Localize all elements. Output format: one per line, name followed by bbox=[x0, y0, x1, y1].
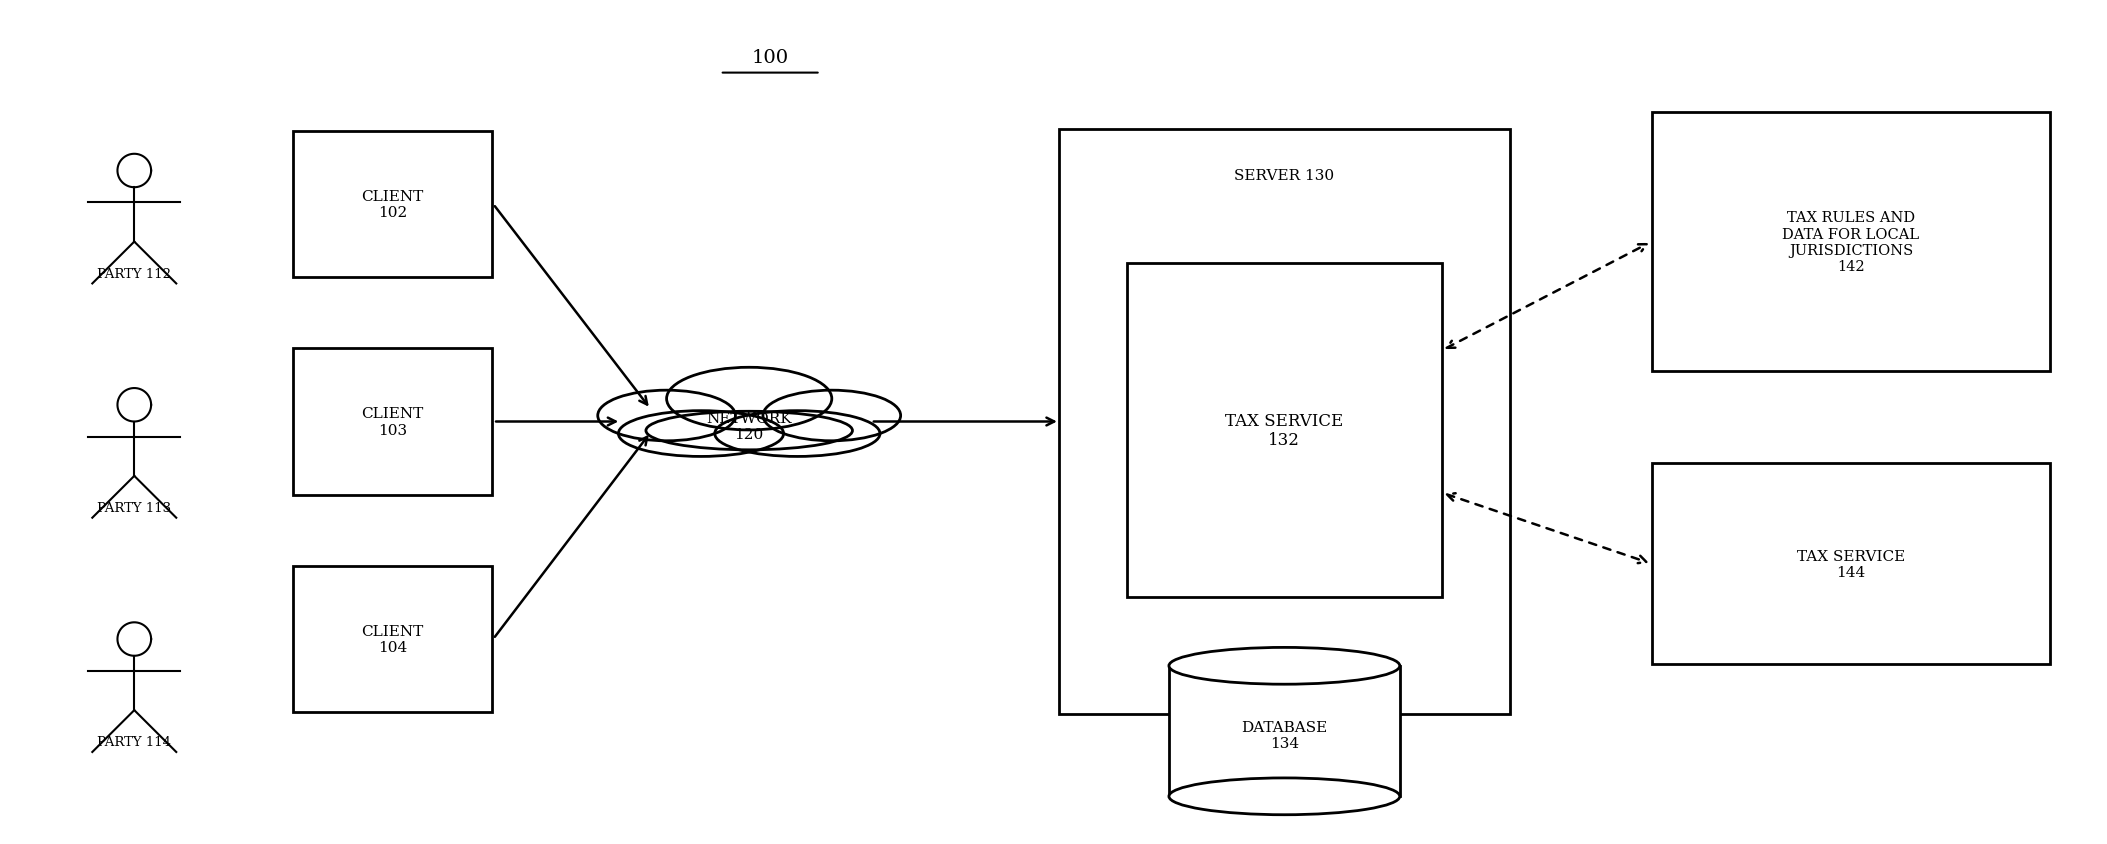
Text: 100: 100 bbox=[752, 49, 788, 67]
Ellipse shape bbox=[666, 368, 832, 430]
Ellipse shape bbox=[1169, 778, 1399, 814]
Text: PARTY 113: PARTY 113 bbox=[97, 501, 171, 514]
FancyBboxPatch shape bbox=[1652, 464, 2050, 664]
Text: TAX SERVICE
132: TAX SERVICE 132 bbox=[1226, 412, 1344, 449]
Text: SERVER 130: SERVER 130 bbox=[1235, 169, 1334, 182]
FancyBboxPatch shape bbox=[1127, 263, 1441, 598]
FancyBboxPatch shape bbox=[293, 566, 493, 712]
Ellipse shape bbox=[598, 391, 735, 441]
Text: NETWORK
120: NETWORK 120 bbox=[706, 412, 792, 442]
Ellipse shape bbox=[763, 391, 900, 441]
Ellipse shape bbox=[617, 411, 784, 457]
Text: PARTY 112: PARTY 112 bbox=[97, 268, 171, 280]
Text: CLIENT
103: CLIENT 103 bbox=[360, 407, 424, 437]
Text: PARTY 114: PARTY 114 bbox=[97, 735, 171, 749]
Text: DATABASE
134: DATABASE 134 bbox=[1241, 720, 1327, 750]
FancyBboxPatch shape bbox=[293, 132, 493, 278]
FancyBboxPatch shape bbox=[1652, 113, 2050, 372]
Text: TAX RULES AND
DATA FOR LOCAL
JURISDICTIONS
142: TAX RULES AND DATA FOR LOCAL JURISDICTIO… bbox=[1783, 211, 1919, 273]
Ellipse shape bbox=[647, 412, 853, 451]
FancyBboxPatch shape bbox=[1058, 129, 1511, 715]
FancyBboxPatch shape bbox=[293, 349, 493, 495]
Text: CLIENT
104: CLIENT 104 bbox=[360, 625, 424, 654]
Ellipse shape bbox=[1169, 647, 1399, 684]
FancyBboxPatch shape bbox=[1169, 666, 1399, 797]
Ellipse shape bbox=[714, 411, 881, 457]
Text: TAX SERVICE
144: TAX SERVICE 144 bbox=[1797, 549, 1905, 579]
Text: CLIENT
102: CLIENT 102 bbox=[360, 190, 424, 219]
